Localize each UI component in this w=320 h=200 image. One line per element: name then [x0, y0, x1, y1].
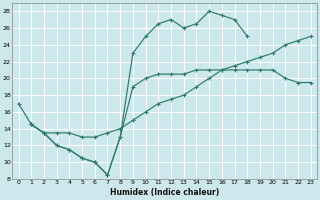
X-axis label: Humidex (Indice chaleur): Humidex (Indice chaleur)	[110, 188, 219, 197]
